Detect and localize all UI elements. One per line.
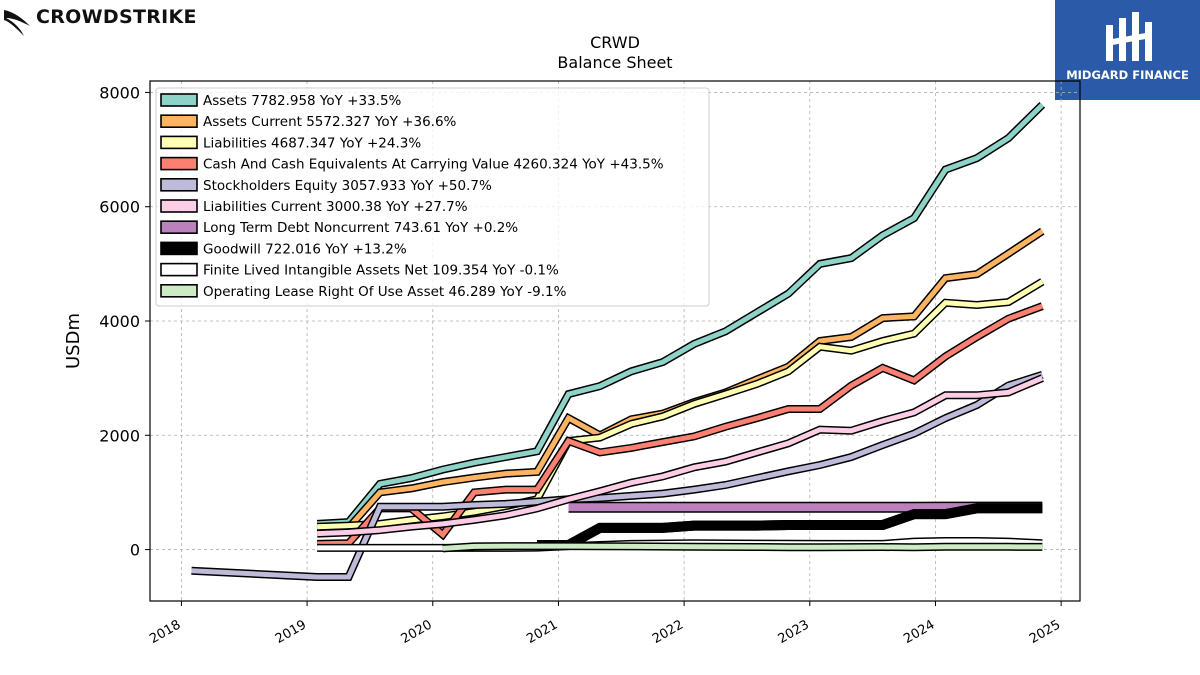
series-line [316, 103, 1045, 527]
midgard-logo-text: MIDGARD FINANCE [1066, 68, 1189, 82]
legend-entry-label: Assets 7782.958 YoY +33.5% [203, 93, 402, 109]
legend-entry-label: Long Term Debt Noncurrent 743.61 YoY +0.… [203, 220, 518, 236]
legend-entry-label: Liabilities Current 3000.38 YoY +27.7% [203, 199, 468, 215]
falcon-logo-icon [4, 10, 30, 36]
legend-entry-label: Operating Lease Right Of Use Asset 46.28… [203, 284, 567, 300]
x-tick-label: 2021 [524, 617, 560, 647]
series-layer [191, 101, 1046, 581]
legend-swatch [160, 156, 198, 171]
series-line [537, 503, 1043, 550]
x-tick-label: 2023 [776, 617, 812, 647]
legend-swatch [160, 135, 198, 150]
y-tick-label: 2000 [99, 426, 140, 445]
x-tick-label: 2025 [1027, 617, 1063, 647]
legend-swatch [160, 93, 198, 107]
legend-swatch [160, 241, 198, 256]
legend-entry-label: Goodwill 722.016 YoY +13.2% [203, 241, 407, 257]
series-line [317, 375, 1044, 537]
y-tick-label: 4000 [99, 312, 140, 331]
y-tick-label: 8000 [99, 83, 140, 102]
y-tick-label: 0 [130, 541, 140, 560]
legend-entry-label: Stockholders Equity 3057.933 YoY +50.7% [203, 178, 492, 194]
series-operating-lease-right-of-use-asset [442, 542, 1043, 553]
tick-layer: 0 2000 4000 6000 8000 2018 2019 2020 2021 2022 202… [99, 83, 1063, 647]
x-tick-label: 2018 [147, 617, 183, 647]
legend-swatch [160, 283, 198, 298]
legend-entry-label: Assets Current 5572.327 YoY +36.6% [203, 114, 457, 130]
legend-swatch [160, 178, 198, 192]
series-assets [316, 101, 1046, 528]
y-axis-label: USDm [63, 313, 84, 369]
series-line [317, 279, 1044, 530]
legend: Assets 7782.958 YoY +33.5% Assets Current… [155, 87, 710, 307]
brand-name: CROWDSTRIKE [36, 6, 197, 28]
chart-subtitle: Balance Sheet [557, 53, 672, 72]
legend-entry-label: Finite Lived Intangible Assets Net 109.3… [203, 263, 559, 279]
x-tick-label: 2024 [901, 617, 937, 647]
plot-frame [149, 80, 1081, 602]
midgard-emblem-icon [1106, 12, 1152, 61]
chart-title: CRWD [590, 33, 640, 52]
y-tick-label: 6000 [99, 198, 140, 217]
brand-header: CROWDSTRIKE [0, 0, 197, 40]
series-liabilities [316, 278, 1045, 531]
x-tick-label: 2020 [399, 617, 435, 647]
legend-swatch [160, 199, 198, 213]
series-stockholders-equity [191, 370, 1044, 581]
legend-entry-label: Cash And Cash Equivalents At Carrying Va… [203, 157, 664, 173]
series-line [317, 303, 1044, 547]
midgard-logo: MIDGARD FINANCE [1055, 0, 1200, 100]
legend-entry-label: Liabilities 4687.347 YoY +24.3% [203, 135, 421, 151]
series-goodwill [537, 503, 1043, 550]
series-line [442, 543, 1043, 551]
series-cash-and-cash-equivalents-at-carrying-value [317, 302, 1044, 548]
legend-swatch [160, 262, 198, 277]
series-line [191, 372, 1044, 580]
legend-swatch [160, 114, 198, 128]
x-tick-label: 2019 [273, 617, 309, 647]
legend-box [155, 87, 710, 307]
x-tick-label: 2022 [650, 617, 686, 647]
legend-swatch [160, 220, 198, 234]
series-liabilities-current [316, 374, 1044, 538]
